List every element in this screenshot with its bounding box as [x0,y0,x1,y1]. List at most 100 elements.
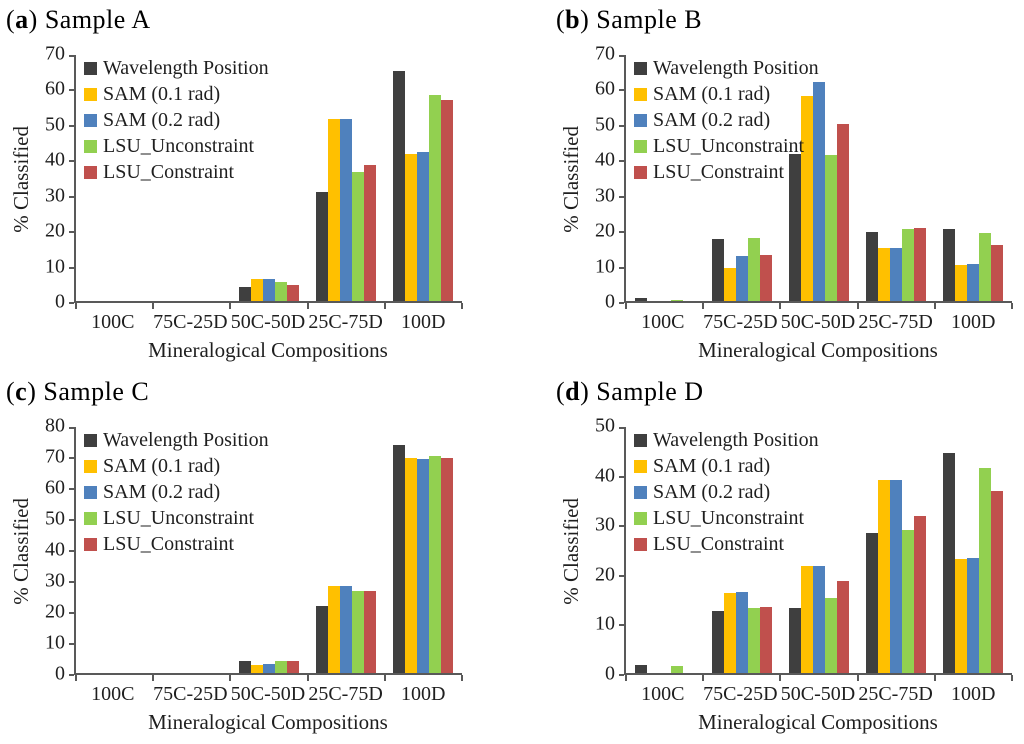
x-tick-mark [75,675,77,681]
legend-label: SAM (0.1 rad) [103,82,221,105]
legend-label: LSU_Unconstraint [653,134,805,157]
y-tick-mark [69,55,74,57]
title-letter: a [15,5,29,34]
x-tick-mark [75,303,77,309]
bar [878,247,891,301]
y-tick-mark [619,55,624,57]
bar [287,284,299,301]
y-tick-label: 20 [595,219,615,242]
bar [429,94,442,301]
y-tick-mark [619,231,624,234]
x-tick-label: 100D [950,683,996,705]
x-tick-mark [229,675,232,681]
bar [914,516,927,673]
x-tick-mark [461,303,463,309]
legend-item: SAM (0.1 rad) [84,83,269,105]
bar-group-25c-75d [308,118,385,301]
chart-panel-sample-a: (a) Sample A % Classified 0 10 20 30 40 50 60 7… [0,0,512,372]
x-tick-label: 100C [641,311,685,333]
legend: Wavelength Position SAM (0.1 rad) SAM (0.2… [84,57,269,183]
bar [735,592,748,673]
legend-color-swatch [634,459,647,473]
plot-area: Wavelength Position SAM (0.1 rad) SAM (0.2… [69,427,463,681]
x-axis-title: Mineralogical Compositions [698,338,938,362]
x-tick-label: 100C [641,683,685,705]
y-tick-label: 60 [45,476,65,499]
x-tick-label: 75C-25D [703,683,778,705]
bar [866,533,879,673]
bar [251,279,263,301]
y-tick-mark [619,674,624,676]
y-axis-tick-labels: 0 10 20 30 40 50 [586,415,624,685]
x-tick-mark [152,675,155,681]
legend-item: SAM (0.1 rad) [634,455,819,477]
legend-label: SAM (0.1 rad) [653,454,771,477]
panel-title: (c) Sample C [6,377,512,411]
bar [902,530,915,673]
bar [364,591,377,673]
bar-group-100d [385,444,462,673]
legend-color-swatch [84,87,97,101]
x-axis-title: Mineralogical Compositions [148,710,388,734]
y-tick-label: 40 [45,148,65,171]
bar [723,592,736,673]
legend-label: SAM (0.2 rad) [103,480,221,503]
legend-color-swatch [84,537,97,551]
y-tick-mark [69,643,74,645]
y-tick-mark [69,581,74,583]
bar [275,660,287,673]
y-tick-label: 20 [595,563,615,586]
y-tick-label: 0 [55,662,65,685]
legend-item: LSU_Unconstraint [84,507,269,529]
x-axis-tick-labels: 100C 75C-25D 50C-50D 25C-75D 100D [624,683,1012,706]
y-tick-label: 10 [595,255,615,278]
chart-panel-sample-b: (b) Sample B % Classified 0 10 20 30 40 50 60 7… [512,0,1024,372]
x-tick-label: 75C-25D [153,311,228,333]
bar [340,118,353,301]
legend-label: LSU_Constraint [103,160,235,183]
y-tick-mark [619,195,624,198]
bar [735,256,748,301]
y-tick-label: 30 [595,184,615,207]
y-axis-tick-labels: 0 10 20 30 40 50 60 70 [36,43,74,313]
bar [747,237,760,301]
y-axis-title: % Classified [558,125,583,233]
y-axis-title: % Classified [8,125,33,233]
y-tick-label: 30 [45,569,65,592]
y-tick-mark [619,574,624,577]
bar [316,192,329,301]
y-tick-mark [69,674,74,676]
x-tick-label: 25C-75D [858,683,933,705]
title-paren: ( [556,5,566,34]
y-tick-mark [69,612,74,614]
y-tick-label: 30 [595,513,615,536]
plot-area: Wavelength Position SAM (0.1 rad) SAM (0.2… [69,55,463,309]
x-tick-mark [1011,303,1013,309]
legend: Wavelength Position SAM (0.1 rad) SAM (0.2… [634,429,819,555]
y-tick-label: 30 [45,184,65,207]
bar [429,456,442,673]
bar-group-75c-25d [703,237,780,301]
legend-color-swatch [634,165,647,179]
bar [328,586,341,673]
bar [393,444,406,673]
x-tick-mark [306,303,309,309]
legend-label: Wavelength Position [103,428,269,451]
bar [417,152,430,301]
bar [441,99,454,301]
x-tick-label: 75C-25D [703,311,778,333]
bar [991,491,1004,673]
legend-color-swatch [84,485,97,499]
x-tick-label: 100D [400,311,446,333]
chart: % Classified 0 10 20 30 40 50 60 70 Wavelength … [556,43,1024,363]
bar [239,286,251,301]
legend-color-swatch [84,433,97,447]
bar [902,228,915,301]
bar-group-50c-50d [230,279,307,301]
y-tick-label: 0 [55,290,65,313]
bar [813,565,825,673]
chart: % Classified 0 10 20 30 40 50 60 70 Wavelength … [6,43,512,363]
x-tick-label: 50C-50D [230,311,306,333]
y-tick-label: 0 [605,662,615,685]
legend-label: SAM (0.2 rad) [653,108,771,131]
